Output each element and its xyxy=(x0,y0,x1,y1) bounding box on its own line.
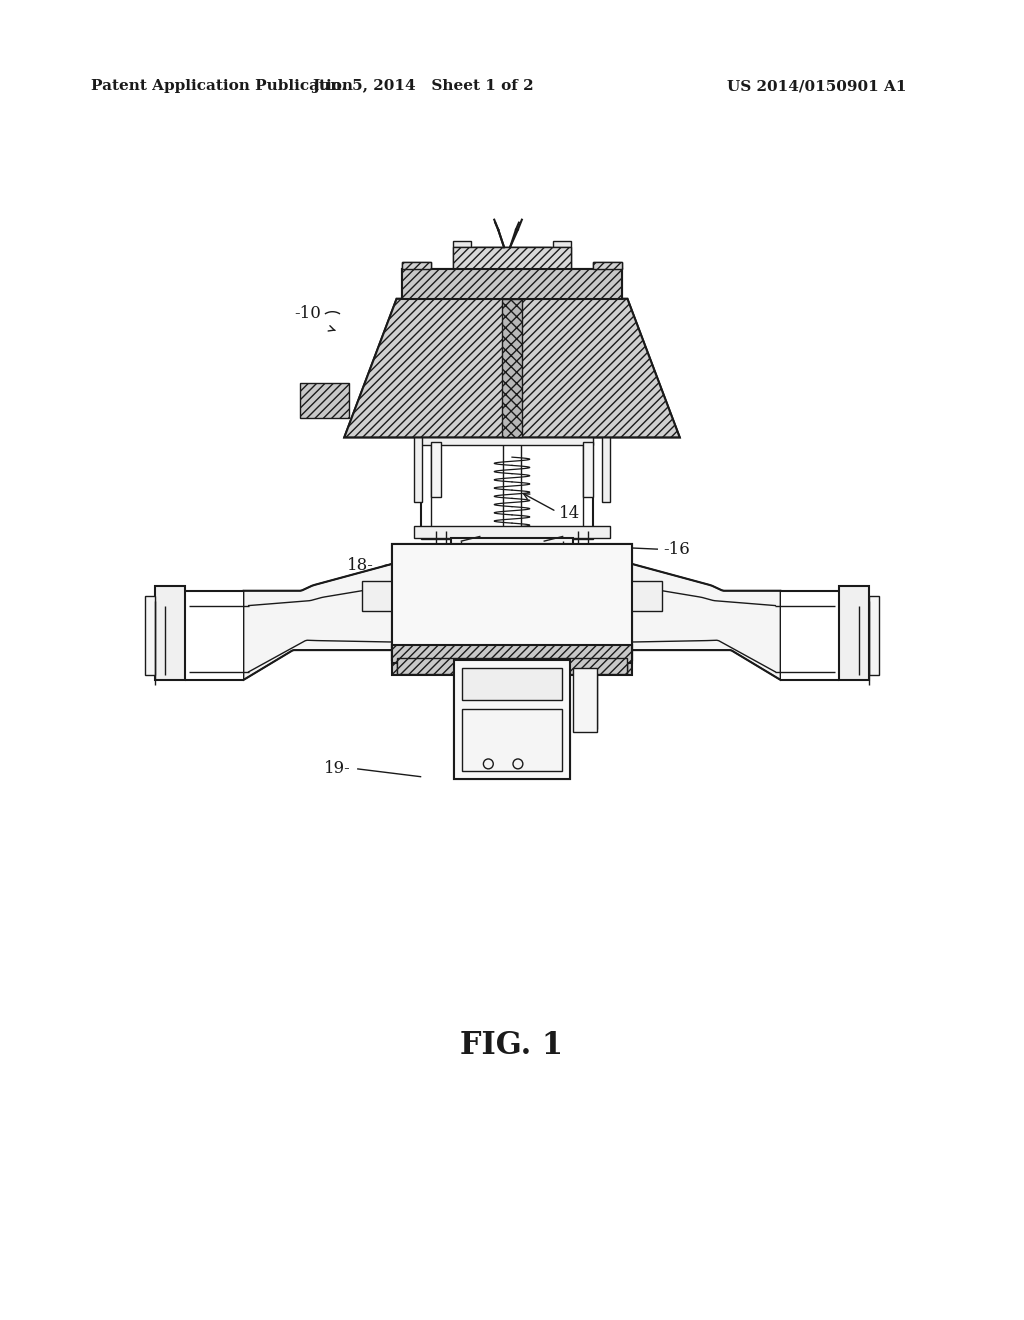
Bar xyxy=(145,595,155,675)
Text: 14: 14 xyxy=(559,506,581,521)
Bar xyxy=(155,586,184,680)
Bar xyxy=(869,595,879,675)
Bar xyxy=(421,532,593,540)
Bar xyxy=(415,437,422,502)
Bar xyxy=(477,722,547,752)
Bar xyxy=(477,715,547,747)
Bar xyxy=(463,660,561,681)
Bar xyxy=(628,581,662,611)
Bar xyxy=(391,544,633,660)
Text: -10: -10 xyxy=(294,305,321,322)
Bar xyxy=(468,705,556,722)
Bar xyxy=(451,539,573,603)
Bar xyxy=(462,668,562,700)
Bar xyxy=(454,660,570,779)
Bar xyxy=(401,263,431,269)
Text: 19-: 19- xyxy=(324,760,350,777)
Text: Jun. 5, 2014   Sheet 1 of 2: Jun. 5, 2014 Sheet 1 of 2 xyxy=(312,79,535,94)
Bar xyxy=(421,437,593,445)
Bar xyxy=(553,242,571,247)
Text: 18-: 18- xyxy=(347,557,374,574)
Bar xyxy=(391,645,633,663)
Bar xyxy=(415,527,609,539)
Bar xyxy=(472,685,552,705)
Bar xyxy=(396,655,628,673)
Bar xyxy=(593,263,623,269)
Bar xyxy=(300,383,349,417)
Bar xyxy=(573,668,597,733)
Bar xyxy=(401,263,431,269)
Bar xyxy=(401,269,623,298)
Bar xyxy=(453,247,571,269)
Bar xyxy=(502,298,522,437)
Bar xyxy=(454,660,570,779)
Bar xyxy=(396,659,628,673)
Text: US 2014/0150901 A1: US 2014/0150901 A1 xyxy=(727,79,906,94)
Bar xyxy=(463,660,561,685)
Polygon shape xyxy=(628,564,780,680)
Bar xyxy=(472,247,552,263)
Bar xyxy=(391,544,633,660)
Bar xyxy=(453,247,571,269)
Bar xyxy=(401,269,623,298)
Bar xyxy=(575,669,597,729)
Bar xyxy=(465,700,559,715)
Polygon shape xyxy=(344,298,680,437)
Text: -16: -16 xyxy=(663,541,690,557)
Bar xyxy=(462,709,562,771)
Bar xyxy=(431,442,441,496)
Text: Patent Application Publication: Patent Application Publication xyxy=(91,79,353,94)
Polygon shape xyxy=(344,298,680,437)
Text: FIG. 1: FIG. 1 xyxy=(461,1031,563,1061)
Bar xyxy=(462,709,562,768)
Polygon shape xyxy=(244,564,396,680)
Bar xyxy=(593,263,623,269)
Bar xyxy=(472,752,537,774)
Bar xyxy=(391,645,633,675)
Bar xyxy=(471,681,553,700)
Bar xyxy=(503,298,521,437)
Bar xyxy=(840,586,869,680)
Bar xyxy=(583,442,593,496)
Bar xyxy=(484,747,540,767)
Text: -12: -12 xyxy=(594,264,621,281)
Bar xyxy=(362,581,396,611)
Bar xyxy=(453,242,471,247)
Bar xyxy=(602,437,609,502)
Bar xyxy=(462,668,562,702)
